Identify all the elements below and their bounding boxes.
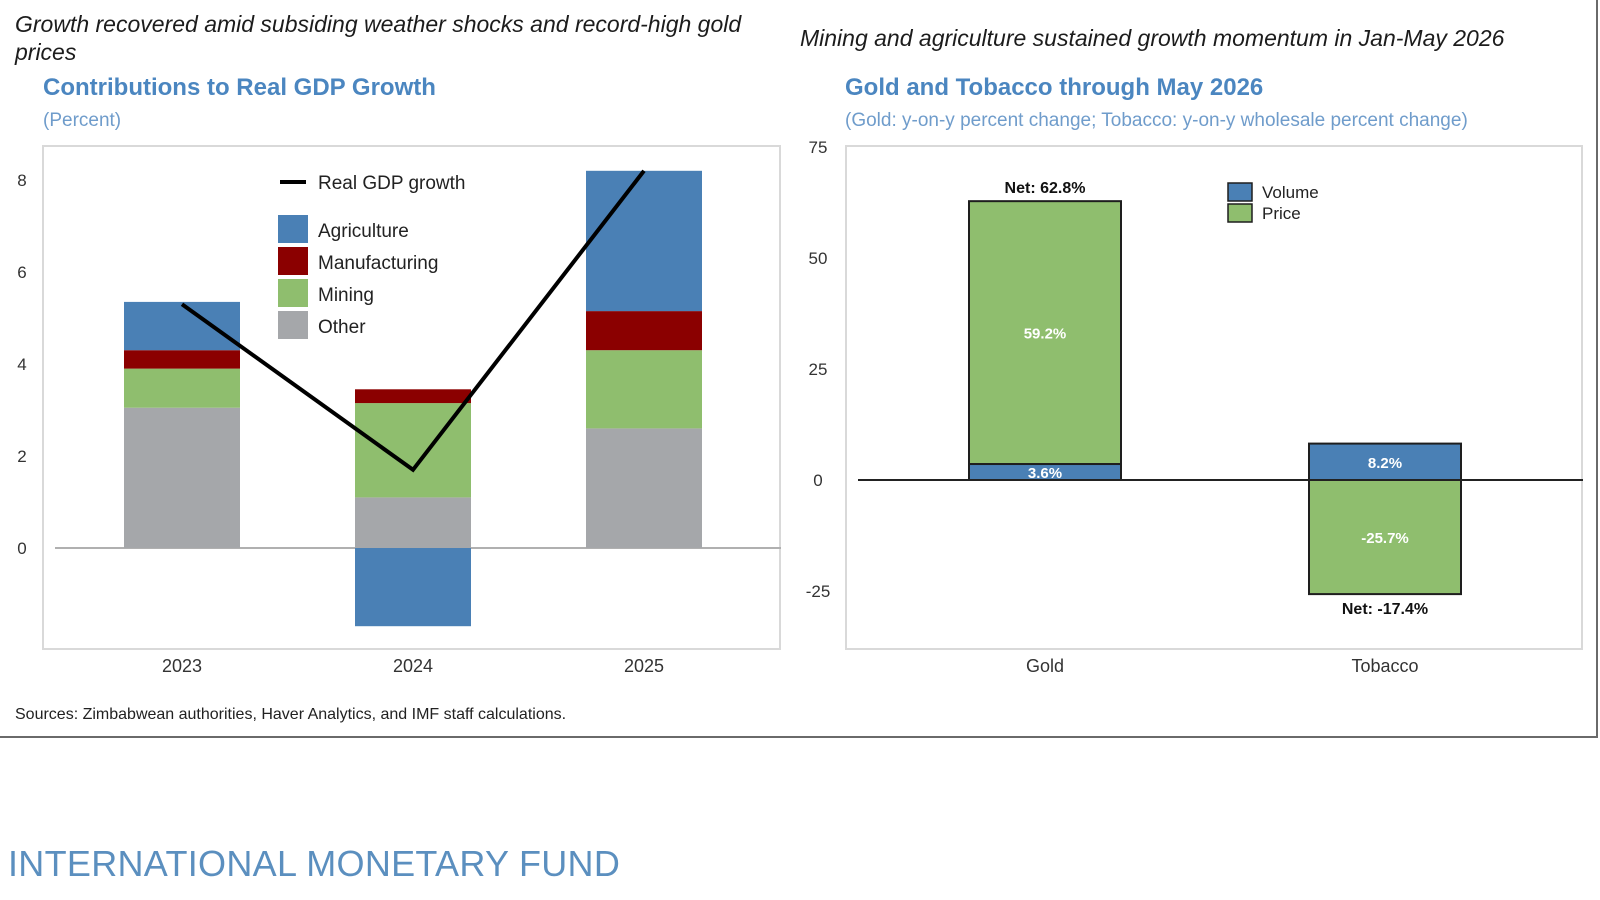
data-label-volume: 3.6% xyxy=(1028,465,1062,482)
net-label: Net: -17.4% xyxy=(1342,601,1428,618)
bar-other-2024 xyxy=(355,497,471,548)
x-tick-label: 2024 xyxy=(393,656,433,676)
y-tick-label: 8 xyxy=(17,171,26,190)
bar-volume-tobacco xyxy=(1308,442,1462,482)
bar-other-2025 xyxy=(586,428,702,548)
legend-label: Other xyxy=(318,317,366,338)
bar-manufacturing-2025 xyxy=(586,311,702,351)
x-tick-label: Tobacco xyxy=(1351,656,1418,676)
legend-swatch-mining xyxy=(278,279,308,307)
real-gdp-growth-line xyxy=(180,169,646,473)
legend-swatch-volume xyxy=(1227,182,1253,202)
bar-price-gold xyxy=(968,200,1122,466)
y-tick-label: 0 xyxy=(813,471,822,490)
y-tick-label: 25 xyxy=(809,360,828,379)
left-chart-subtitle: (Percent) xyxy=(43,110,122,131)
y-tick-label: -25 xyxy=(806,582,831,601)
y-tick-label: 0 xyxy=(17,539,26,558)
x-tick-label: 2023 xyxy=(162,656,202,676)
legend-label: Real GDP growth xyxy=(318,173,466,194)
y-tick-label: 2 xyxy=(17,447,26,466)
left-headline: Growth recovered amid subsiding weather … xyxy=(15,11,742,65)
right-headline: Mining and agriculture sustained growth … xyxy=(800,25,1505,51)
data-label-price: 59.2% xyxy=(1024,326,1067,343)
legend-swatch-manufacturing xyxy=(278,247,308,275)
legend-label: Mining xyxy=(318,285,374,306)
imf-footer: INTERNATIONAL MONETARY FUND xyxy=(8,843,621,884)
gold-tobacco-chart: 75 50 25 0 -25 3.6% 59.2% Net: 62.8% Gold 8.2% -25… xyxy=(806,138,1583,676)
bar-mining-2025 xyxy=(586,350,702,429)
x-tick-label: 2025 xyxy=(624,656,664,676)
bar-manufacturing-2024 xyxy=(355,389,471,404)
left-chart-title: Contributions to Real GDP Growth xyxy=(43,74,436,101)
bar-mining-2023 xyxy=(124,368,240,408)
legend-swatch-agriculture xyxy=(278,215,308,243)
y-tick-label: 4 xyxy=(17,355,26,374)
y-tick-label: 75 xyxy=(809,138,828,157)
bar-agriculture-2024 xyxy=(355,548,471,627)
net-label: Net: 62.8% xyxy=(1005,180,1086,197)
bar-agriculture-2025 xyxy=(586,170,702,312)
data-label-price: -25.7% xyxy=(1361,530,1409,547)
legend-label: Manufacturing xyxy=(318,253,438,274)
legend-label: Agriculture xyxy=(318,221,409,242)
bar-manufacturing-2023 xyxy=(124,350,240,369)
legend-label: Volume xyxy=(1262,183,1319,202)
x-tick-label: Gold xyxy=(1026,656,1064,676)
bar-agriculture-2023 xyxy=(124,301,240,351)
bar-other-2023 xyxy=(124,407,240,548)
legend-swatch-price xyxy=(1227,203,1253,223)
right-chart-subtitle: (Gold: y-on-y percent change; Tobacco: y… xyxy=(845,110,1468,131)
y-tick-label: 50 xyxy=(809,249,828,268)
data-label-volume: 8.2% xyxy=(1368,455,1402,472)
legend-label: Price xyxy=(1262,204,1301,223)
bar-price-tobacco xyxy=(1308,479,1462,596)
figure-frame xyxy=(0,0,1598,738)
y-tick-label: 6 xyxy=(17,263,26,282)
gdp-contributions-chart: 0 2 4 6 8 2023 2024 2025 Real GDP growth Agricult… xyxy=(17,169,781,676)
legend-swatch-other xyxy=(278,311,308,339)
source-note: Sources: Zimbabwean authorities, Haver A… xyxy=(15,706,567,723)
right-chart-title: Gold and Tobacco through May 2026 xyxy=(845,74,1264,101)
